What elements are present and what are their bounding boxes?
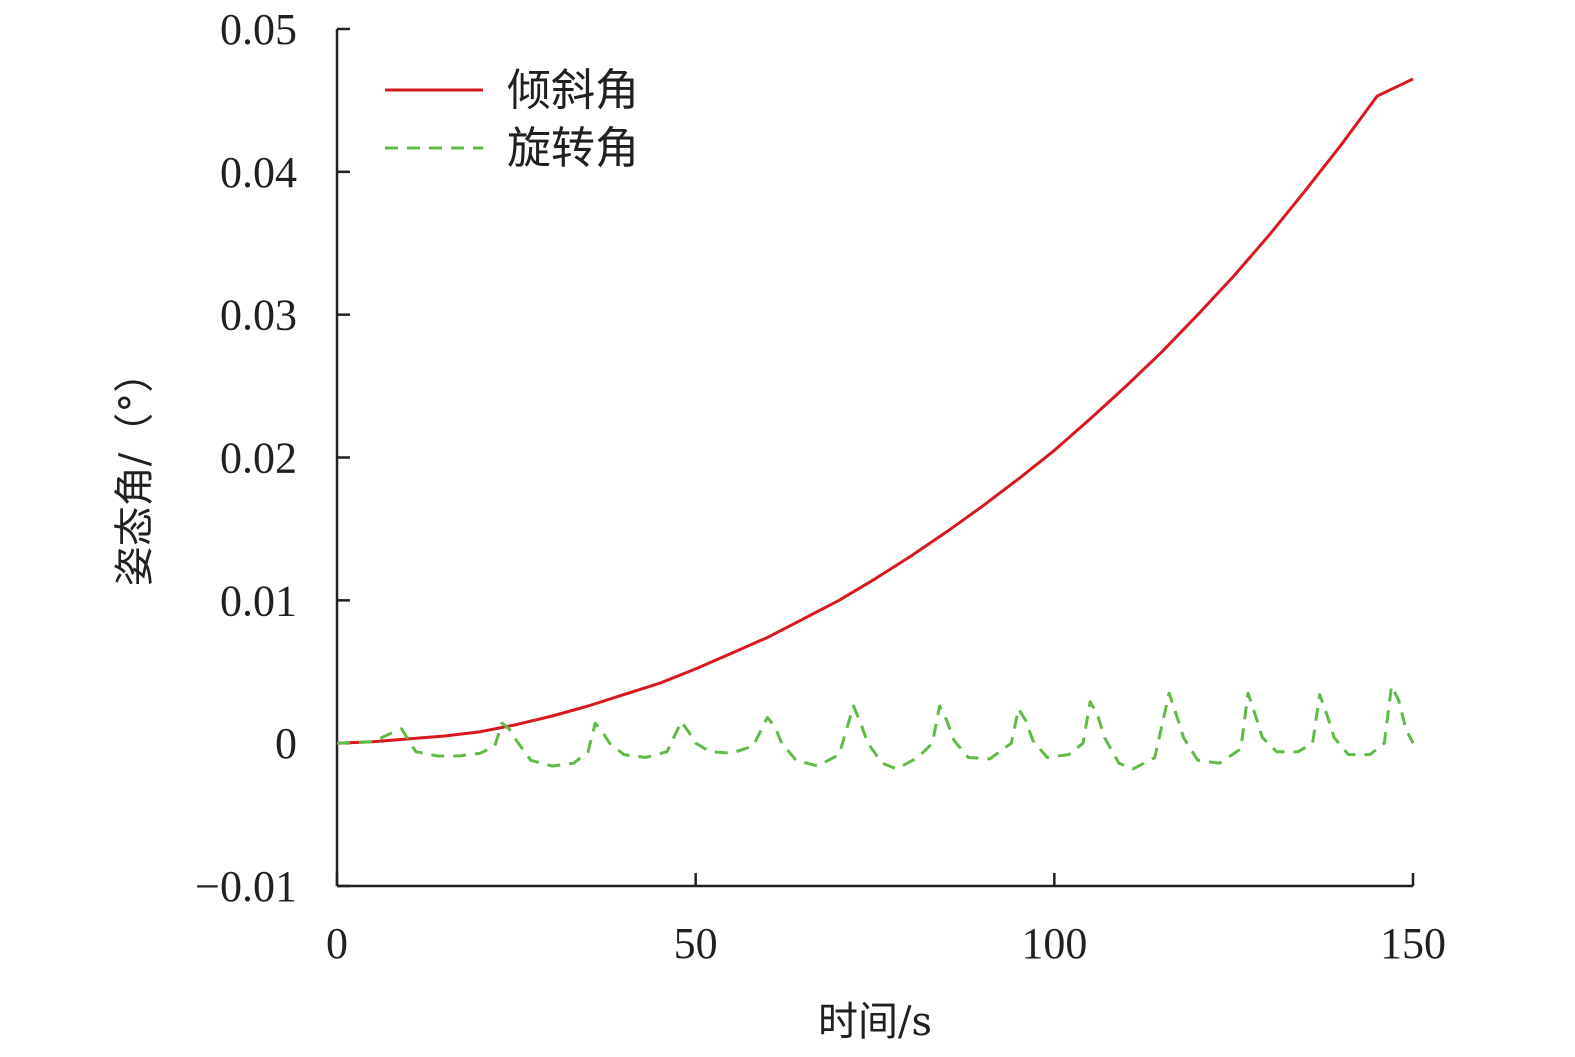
series-line-1 [336, 77, 1414, 745]
y-tick-label: 0.05 [220, 5, 297, 54]
x-tick-label: 0 [326, 919, 348, 968]
series-layer [336, 77, 1415, 771]
y-tick-label: 0.04 [220, 148, 297, 197]
y-tick-label: −0.01 [195, 862, 297, 911]
y-tick-label: 0 [275, 719, 297, 768]
y-tick-label: 0.03 [220, 291, 297, 340]
x-tick-label: 50 [674, 919, 718, 968]
y-tick-label: 0.01 [220, 576, 297, 625]
legend-label-1: 倾斜角 [507, 65, 639, 116]
x-tick-label: 100 [1021, 919, 1087, 968]
legend-label-2: 旋转角 [507, 123, 639, 174]
y-axis-title: 姿态角/（°） [112, 353, 158, 586]
y-tick-label: 0.02 [220, 434, 297, 483]
axes: −0.01 0 0.01 0.02 0.03 0.04 0.05 0 50 100 150 [195, 5, 1446, 968]
series-line-2 [336, 684, 1415, 771]
x-axis-title: 时间/s [818, 999, 932, 1045]
x-tick-label: 150 [1380, 919, 1446, 968]
